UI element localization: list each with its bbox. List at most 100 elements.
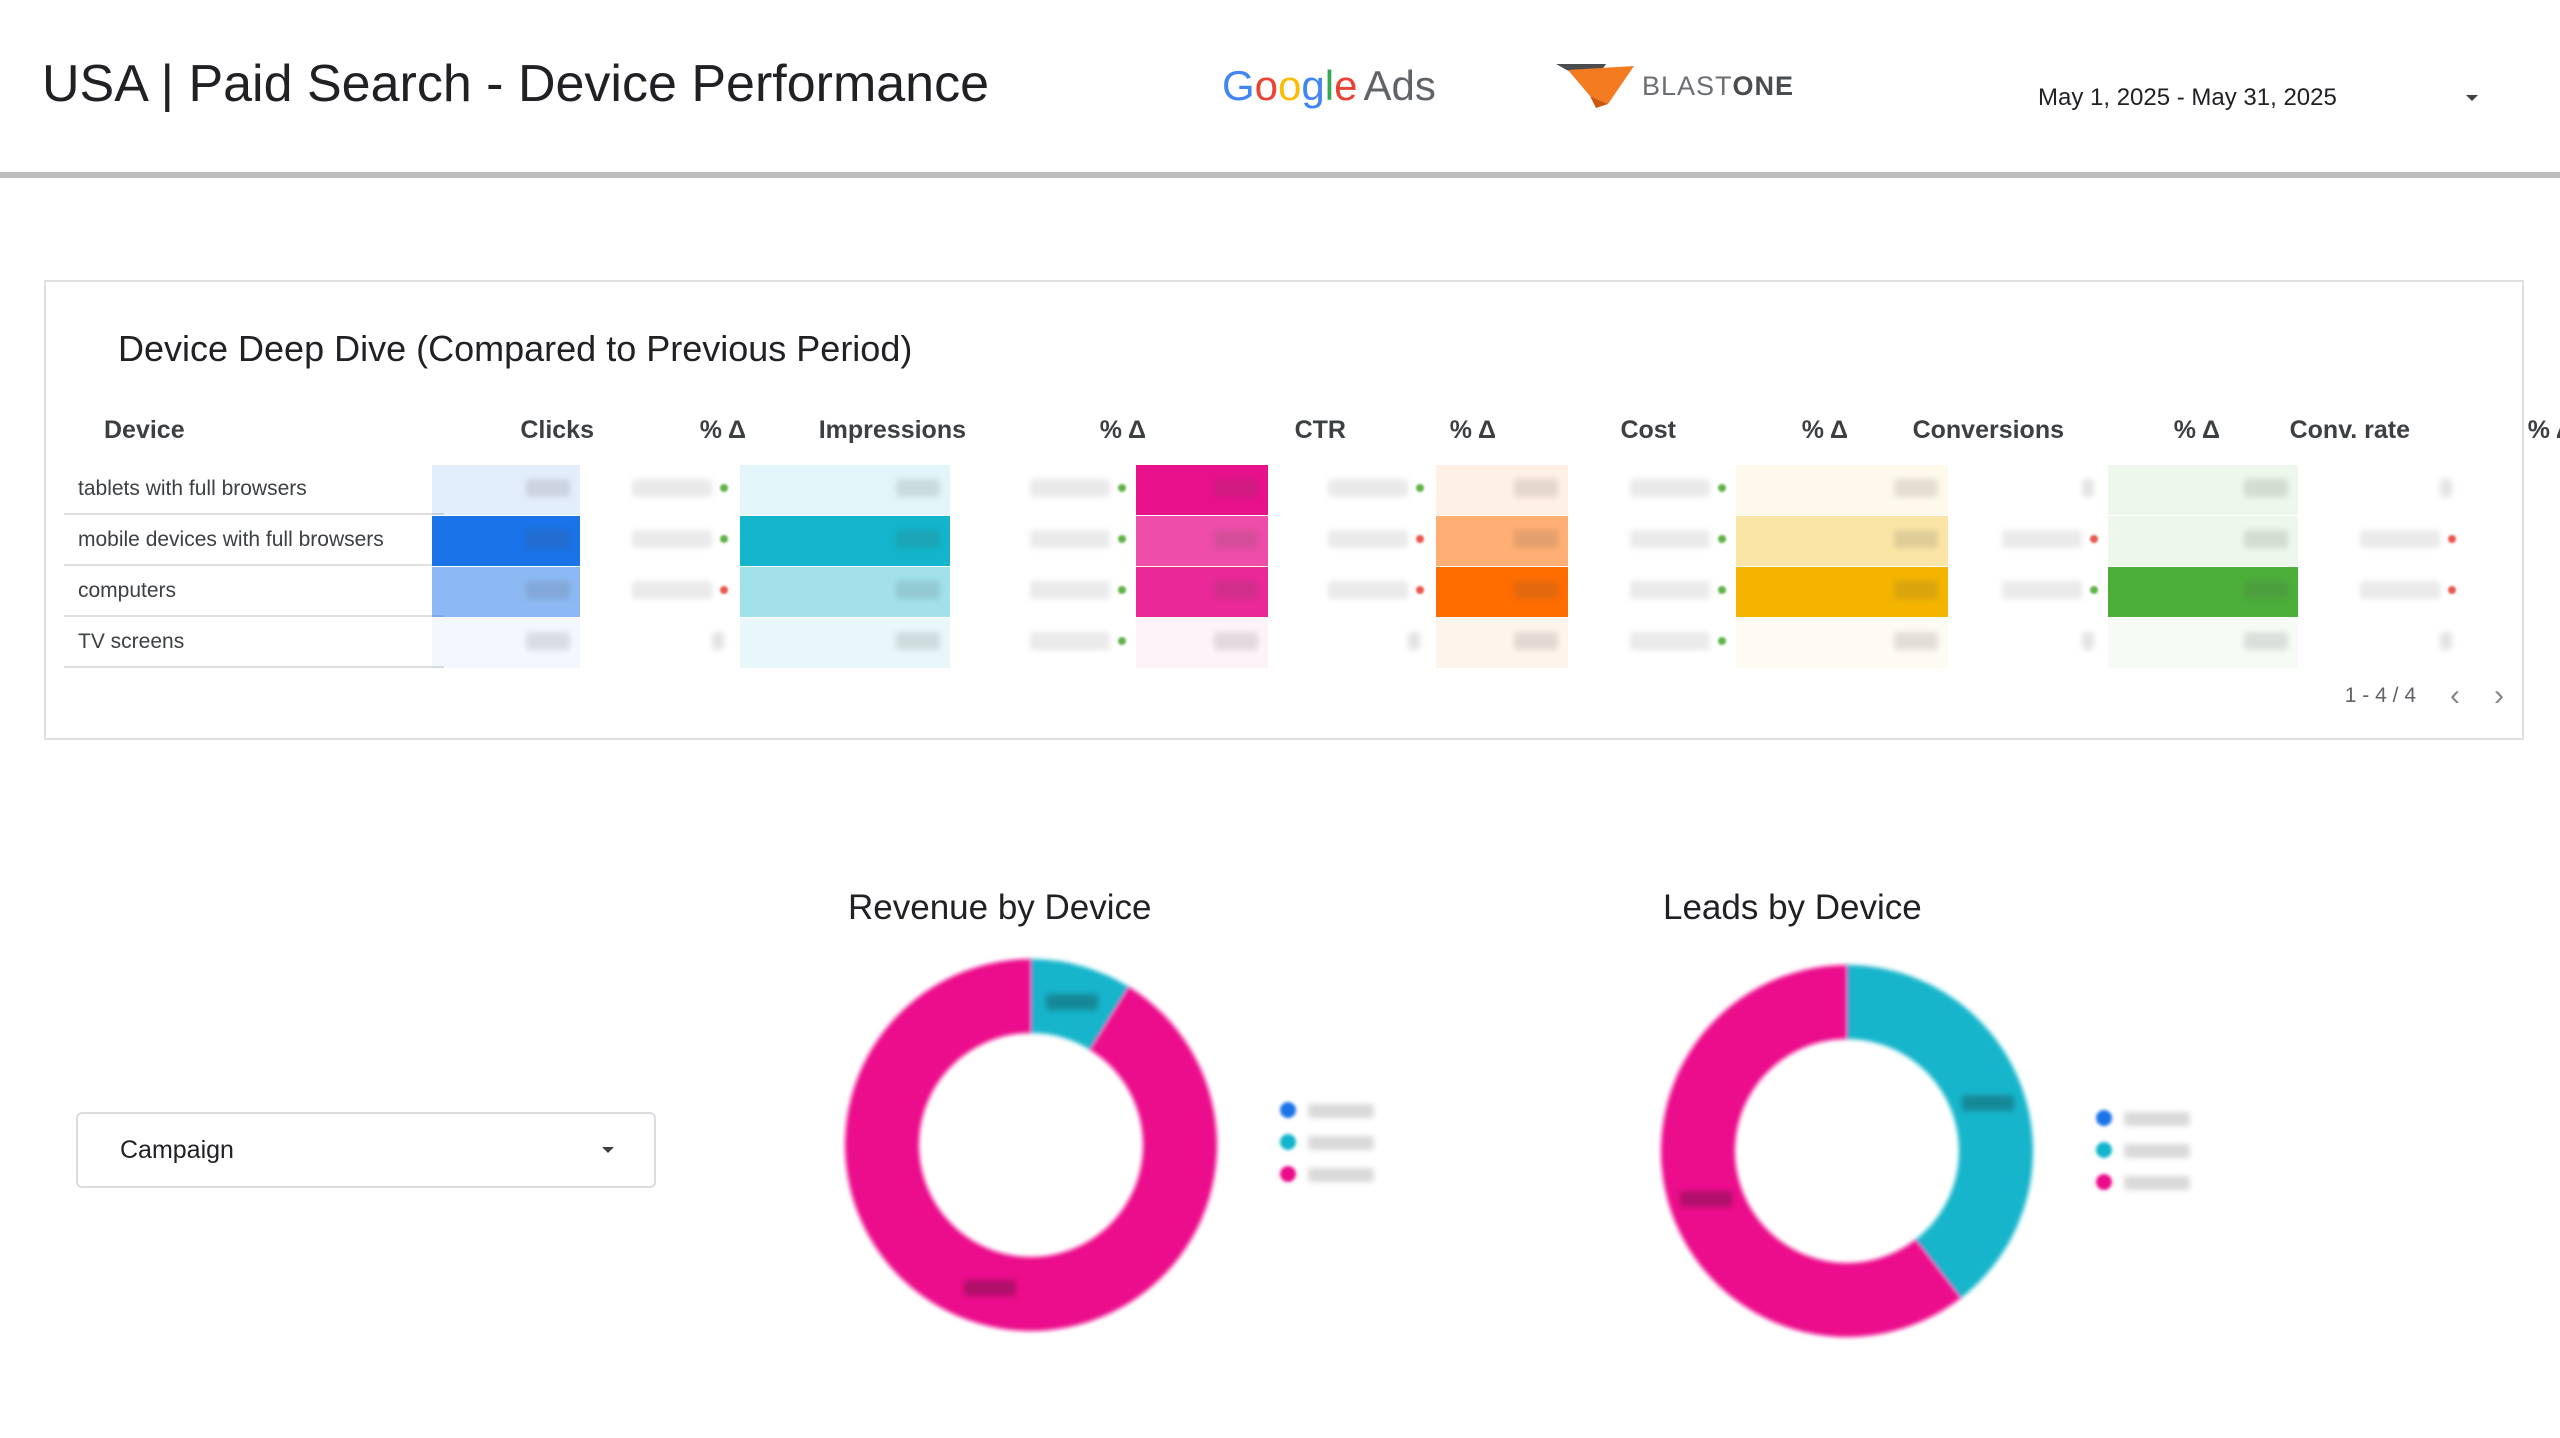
ctr-cell	[1136, 516, 1268, 566]
column-header-cost[interactable]: Cost	[1620, 416, 1676, 444]
delta-cell	[1572, 516, 1732, 566]
delta-cell	[1270, 465, 1430, 515]
blurred-value	[1894, 530, 1938, 548]
donut-slice-label	[964, 1280, 1017, 1297]
blurred-value	[896, 581, 940, 599]
column-header-conv-rate[interactable]: Conv. rate	[2289, 416, 2410, 444]
column-header-conversions-delta[interactable]: % Δ	[2173, 416, 2220, 444]
delta-cell	[1950, 567, 2104, 617]
blastone-mark-icon	[1556, 64, 1634, 108]
increase-indicator-icon	[720, 535, 728, 543]
table-row[interactable]: tablets with full browsers	[64, 465, 2514, 515]
legend-swatch-icon	[2096, 1142, 2112, 1158]
blurred-value	[2440, 479, 2452, 497]
device-name: tablets with full browsers	[64, 465, 444, 515]
delta-cell	[2300, 567, 2462, 617]
delta-cell	[582, 567, 734, 617]
legend-label	[2124, 1176, 2190, 1190]
blurred-value	[1630, 530, 1710, 548]
table-row[interactable]: computers	[64, 567, 2514, 617]
column-header-device[interactable]: Device	[104, 416, 185, 444]
increase-indicator-icon	[2090, 586, 2098, 594]
blurred-value	[2360, 530, 2440, 548]
date-range-selector[interactable]: May 1, 2025 - May 31, 2025	[2018, 74, 2478, 122]
legend-label	[2124, 1144, 2190, 1158]
column-header-conversions[interactable]: Conversions	[1912, 416, 2064, 444]
delta-cell	[582, 516, 734, 566]
blurred-value	[526, 530, 570, 548]
column-header-clicks-delta[interactable]: % Δ	[699, 416, 746, 444]
conv-rate-cell	[2108, 618, 2298, 668]
blurred-value	[1030, 632, 1110, 650]
column-header-cost-delta[interactable]: % Δ	[1801, 416, 1848, 444]
column-header-conv-rate-delta[interactable]: % Δ	[2527, 416, 2560, 444]
ctr-cell	[1136, 465, 1268, 515]
pagination-count: 1 - 4 / 4	[2344, 684, 2416, 707]
blastone-logo: BLASTONE	[1556, 62, 1794, 110]
clicks-cell	[432, 618, 580, 668]
legend-label	[1308, 1136, 1374, 1150]
increase-indicator-icon	[1718, 586, 1726, 594]
cost-cell	[1436, 516, 1568, 566]
device-name: computers	[64, 567, 444, 617]
blurred-value	[1030, 479, 1110, 497]
header-divider	[0, 172, 2560, 178]
blurred-value	[712, 632, 724, 650]
blurred-value	[1894, 479, 1938, 497]
increase-indicator-icon	[1118, 535, 1126, 543]
page-title: USA | Paid Search - Device Performance	[42, 55, 990, 113]
google-wordmark: Google	[1222, 62, 1357, 109]
increase-indicator-icon	[1718, 637, 1726, 645]
google-letter: e	[1334, 62, 1358, 109]
column-header-impressions-delta[interactable]: % Δ	[1099, 416, 1146, 444]
blurred-value	[2244, 632, 2288, 650]
clicks-cell	[432, 567, 580, 617]
google-ads-logo: Google Ads	[1222, 62, 1436, 110]
table-row[interactable]: TV screens	[64, 618, 2514, 668]
ctr-cell	[1136, 618, 1268, 668]
delta-cell	[582, 465, 734, 515]
blurred-value	[1030, 581, 1110, 599]
blurred-value	[896, 479, 940, 497]
cost-cell	[1436, 618, 1568, 668]
conversions-cell	[1736, 516, 1948, 566]
blurred-value	[1630, 632, 1710, 650]
donut-slice[interactable]	[1031, 959, 1129, 1050]
delta-cell	[2300, 465, 2462, 515]
donut-slice[interactable]	[845, 959, 1217, 1331]
donut-slice[interactable]	[1661, 965, 1962, 1337]
decrease-indicator-icon	[1416, 535, 1424, 543]
conv-rate-cell	[2108, 465, 2298, 515]
blurred-value	[1514, 581, 1558, 599]
conv-rate-cell	[2108, 567, 2298, 617]
legend-label	[2124, 1112, 2190, 1126]
column-header-ctr[interactable]: CTR	[1294, 416, 1346, 444]
delta-cell	[1572, 567, 1732, 617]
increase-indicator-icon	[720, 484, 728, 492]
donut-slice[interactable]	[1847, 965, 2033, 1298]
table-row[interactable]: mobile devices with full browsers	[64, 516, 2514, 566]
delta-cell	[1270, 516, 1430, 566]
increase-indicator-icon	[1118, 637, 1126, 645]
table-pagination: 1 - 4 / 4 ‹ ›	[2345, 676, 2504, 716]
blurred-value	[1514, 479, 1558, 497]
ads-wordmark: Ads	[1363, 62, 1436, 109]
delta-cell	[1270, 618, 1430, 668]
column-header-impressions[interactable]: Impressions	[818, 416, 966, 444]
increase-indicator-icon	[1118, 484, 1126, 492]
blurred-value	[526, 632, 570, 650]
campaign-filter-dropdown[interactable]: Campaign	[76, 1112, 656, 1188]
blurred-value	[2244, 581, 2288, 599]
blurred-value	[2244, 479, 2288, 497]
table-title: Device Deep Dive (Compared to Previous P…	[118, 328, 913, 369]
device-name: TV screens	[64, 618, 444, 668]
chevron-left-icon[interactable]: ‹	[2450, 679, 2460, 712]
chevron-right-icon[interactable]: ›	[2494, 679, 2504, 712]
blurred-value	[1514, 530, 1558, 548]
legend-swatch-icon	[2096, 1174, 2112, 1190]
column-header-clicks[interactable]: Clicks	[520, 416, 594, 444]
donut-slice-label	[1680, 1191, 1733, 1208]
blurred-value	[632, 530, 712, 548]
column-header-ctr-delta[interactable]: % Δ	[1449, 416, 1496, 444]
conversions-cell	[1736, 618, 1948, 668]
